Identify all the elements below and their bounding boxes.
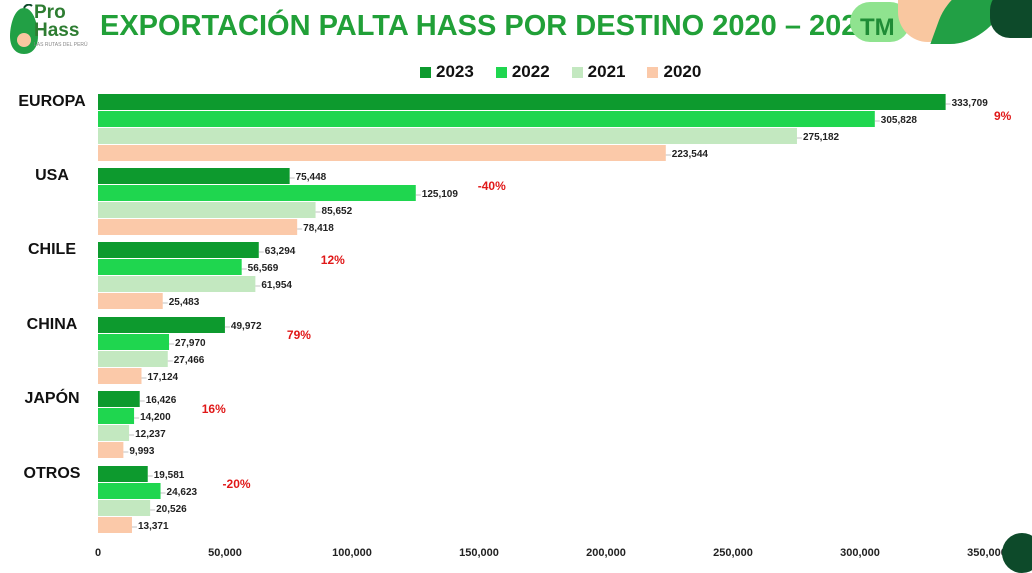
legend-swatch [420, 66, 431, 78]
bar-2022 [98, 334, 170, 350]
growth-annotation: 16% [202, 402, 226, 416]
data-label: 85,652 [322, 206, 353, 217]
bar-2020 [98, 145, 666, 161]
chart-title: EXPORTACIÓN PALTA HASS POR DESTINO 2020 … [100, 10, 874, 42]
data-label: 9,993 [129, 446, 154, 457]
legend-label: 2023 [436, 62, 474, 81]
logo-text-pro: Pro [34, 2, 66, 23]
x-tick-label: 150,000 [459, 547, 499, 559]
data-label: 56,569 [248, 263, 279, 274]
bar-2022 [98, 111, 875, 127]
data-label: 24,623 [167, 487, 198, 498]
legend-item-2021: 2021 [571, 62, 626, 82]
data-label: 14,200 [140, 412, 171, 423]
decoration-corner-circle [1002, 533, 1032, 573]
category-label: EUROPA [18, 93, 86, 110]
data-label: 27,466 [174, 355, 205, 366]
bar-2020 [98, 517, 132, 533]
avocado-icon [10, 4, 38, 54]
data-label: 49,972 [231, 321, 262, 332]
bar-2020 [98, 219, 298, 235]
bar-2023 [98, 466, 148, 482]
x-tick-label: 350,000 [967, 547, 1007, 559]
data-label: 20,526 [156, 504, 187, 515]
bar-2022 [98, 185, 416, 201]
bar-2021 [98, 276, 256, 292]
data-label: 75,448 [296, 172, 327, 183]
legend-label: 2022 [511, 62, 550, 81]
bar-2022 [98, 259, 242, 275]
growth-annotation: 79% [287, 328, 311, 342]
growth-annotation: -20% [223, 477, 251, 491]
bar-2021 [98, 500, 151, 516]
data-label: 305,828 [881, 115, 918, 126]
data-label: 19,581 [154, 470, 185, 481]
x-tick-label: 100,000 [332, 547, 372, 559]
logo-tagline: LAS RUTAS DEL PERÚ [34, 42, 88, 48]
data-label: 13,371 [138, 521, 169, 532]
category-label: USA [35, 167, 69, 184]
bar-2020 [98, 368, 142, 384]
bar-2023 [98, 168, 290, 184]
x-tick-label: 200,000 [586, 547, 626, 559]
bar-2021 [98, 128, 797, 144]
legend-item-2022: 2022 [495, 62, 550, 82]
bar-2020 [98, 293, 163, 309]
logo-wordmark: Pro Hass [34, 2, 80, 41]
category-label: JAPÓN [24, 388, 79, 407]
legend-label: 2020 [663, 62, 702, 81]
chart-legend: 2023 2022 2021 2020 [420, 62, 701, 82]
logo-text-hass: Hass [34, 20, 80, 41]
bar-2023 [98, 317, 225, 333]
category-label: CHILE [28, 241, 76, 258]
data-label: 16,426 [146, 395, 177, 406]
x-tick-label: 300,000 [840, 547, 880, 559]
legend-swatch [495, 66, 507, 78]
bar-2020 [98, 442, 124, 458]
data-label: 25,483 [169, 297, 200, 308]
data-label: 125,109 [422, 189, 459, 200]
prohass-logo [6, 4, 96, 54]
legend-swatch [571, 66, 583, 78]
bar-2021 [98, 425, 130, 441]
legend-item-2023: 2023 [420, 62, 474, 82]
growth-annotation: -40% [478, 179, 506, 193]
bar-2021 [98, 351, 168, 367]
legend-item-2020: 2020 [647, 62, 701, 82]
growth-annotation: 9% [994, 109, 1012, 123]
x-tick-label: 0 [95, 547, 101, 559]
bar-2022 [98, 483, 161, 499]
data-label: 27,970 [175, 338, 206, 349]
x-tick-label: 250,000 [713, 547, 753, 559]
data-label: 12,237 [135, 429, 166, 440]
growth-annotation: 12% [321, 253, 345, 267]
bar-2021 [98, 202, 316, 218]
data-label: 17,124 [147, 372, 178, 383]
bar-2023 [98, 242, 259, 258]
legend-swatch [647, 66, 659, 78]
data-label: 61,954 [261, 280, 292, 291]
legend-label: 2021 [587, 62, 626, 81]
decoration-dark-shape [990, 0, 1032, 38]
data-label: 333,709 [952, 98, 989, 109]
unit-badge-text: TM [860, 14, 895, 41]
data-label: 78,418 [303, 223, 334, 234]
x-tick-label: 50,000 [208, 547, 242, 559]
data-label: 63,294 [265, 246, 296, 257]
bar-2022 [98, 408, 135, 424]
data-label: 223,544 [672, 149, 709, 160]
bar-2023 [98, 391, 140, 407]
category-label: OTROS [24, 465, 81, 482]
bar-2023 [98, 94, 946, 110]
category-label: CHINA [27, 316, 78, 333]
data-label: 275,182 [803, 132, 840, 143]
